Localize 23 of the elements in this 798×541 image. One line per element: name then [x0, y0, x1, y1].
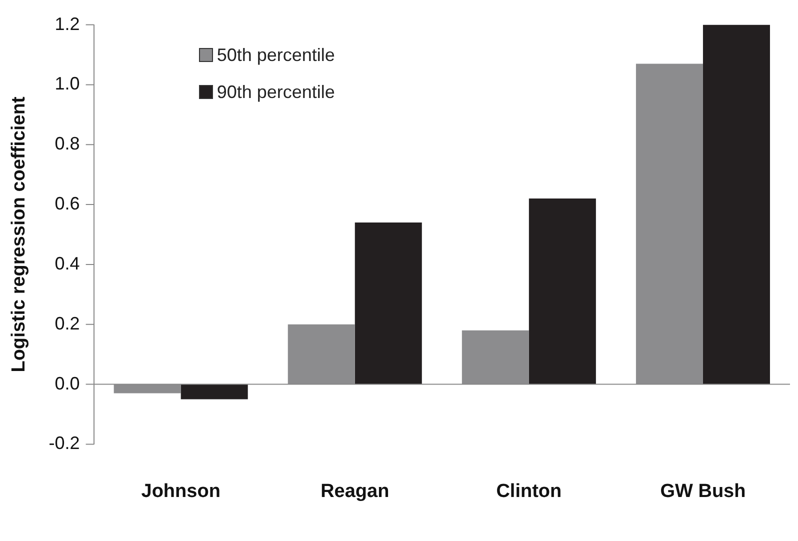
- y-tick-label: 0.6: [54, 194, 80, 214]
- y-tick-label: 0.4: [54, 253, 80, 274]
- bar: [288, 324, 355, 384]
- y-tick-label: -0.2: [48, 433, 80, 454]
- x-tick-label: Reagan: [320, 480, 390, 502]
- y-tick-label: 0.8: [54, 134, 80, 154]
- x-tick-label: Johnson: [141, 480, 220, 502]
- y-tick-label: 1.2: [54, 14, 80, 34]
- bar: [702, 24, 770, 384]
- bar: [528, 198, 596, 384]
- bar: [636, 64, 703, 384]
- y-axis-title: Logistic regression coefficient: [8, 96, 30, 372]
- bar: [462, 330, 529, 384]
- legend-label: 90th percentile: [216, 82, 335, 103]
- bar: [114, 384, 181, 394]
- y-tick-label: 0.0: [54, 373, 80, 394]
- y-tick-label: 0.2: [54, 313, 80, 334]
- bar: [180, 384, 248, 400]
- x-tick-label: GW Bush: [660, 480, 746, 502]
- bar: [354, 222, 422, 384]
- legend-label: 50th percentile: [216, 44, 335, 66]
- y-tick-label: 1.0: [54, 74, 80, 94]
- x-tick-label: Clinton: [496, 480, 562, 502]
